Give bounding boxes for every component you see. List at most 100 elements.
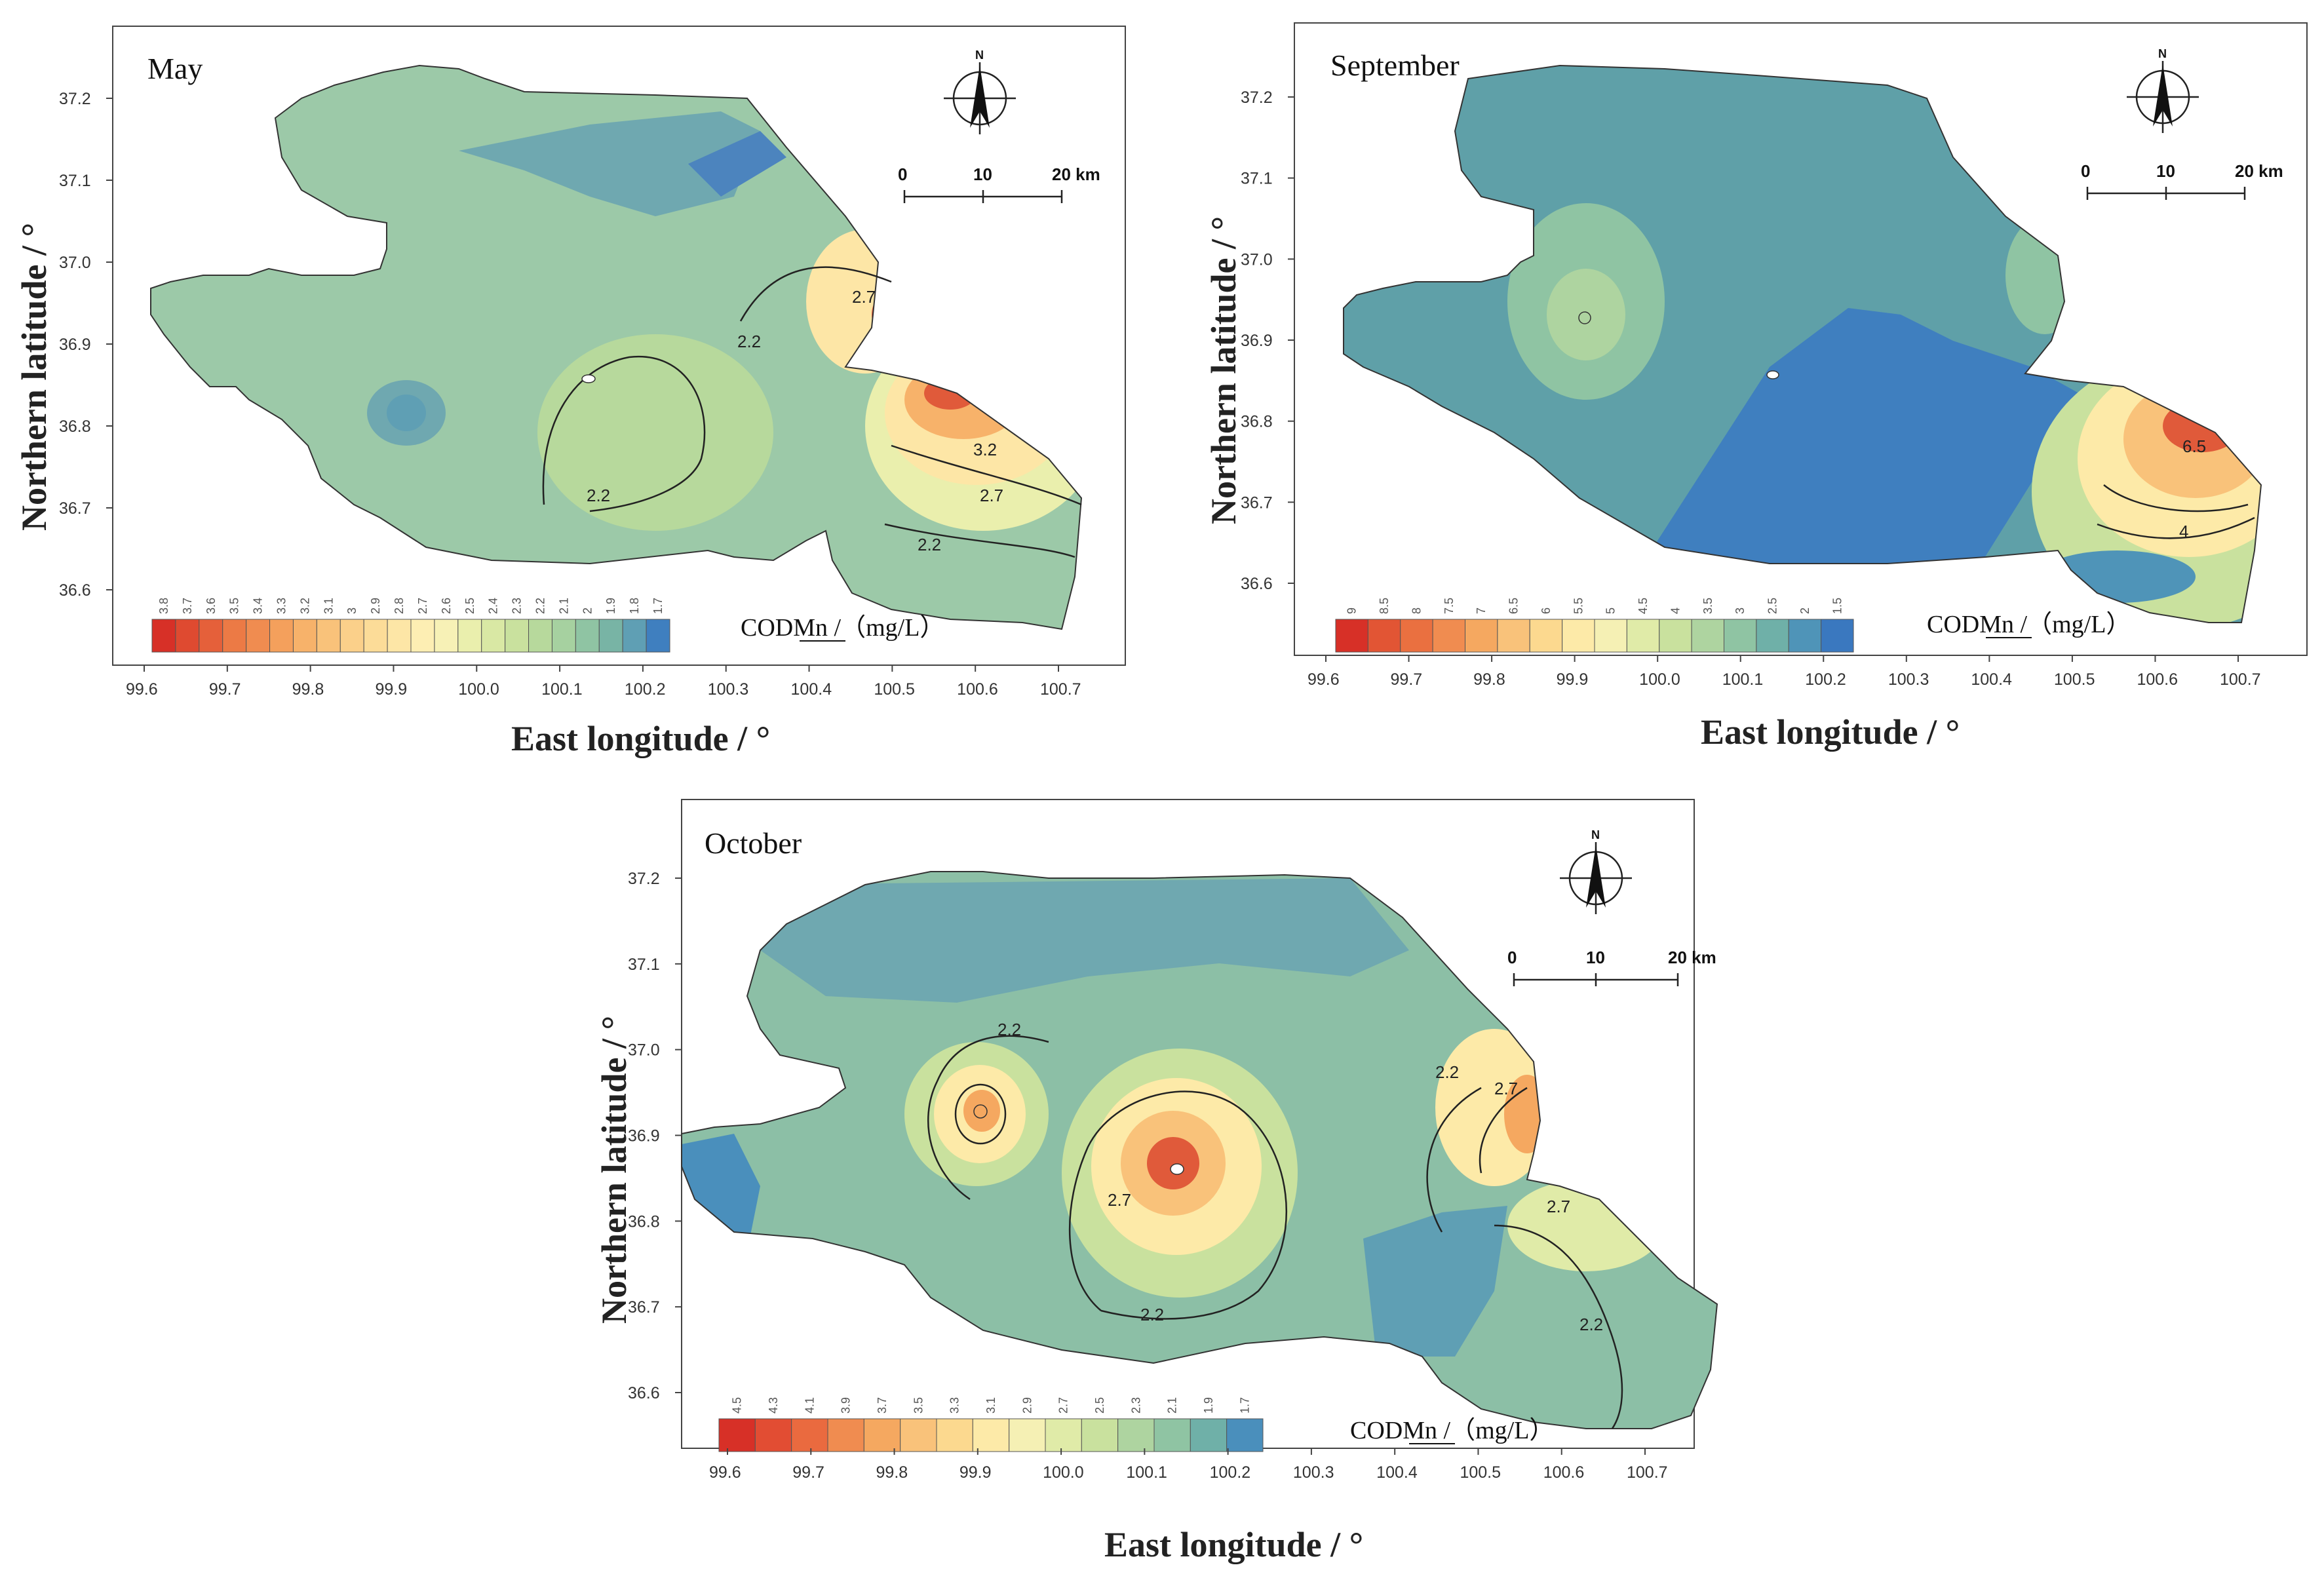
sep-blue-low bbox=[1638, 308, 2091, 577]
legend-value: 2.6 bbox=[440, 598, 453, 614]
legend-value: 1.9 bbox=[604, 598, 617, 614]
x-tick-label: 100.5 bbox=[874, 680, 915, 699]
oct-contour-2.7-ne bbox=[1479, 1087, 1528, 1174]
may-island bbox=[581, 374, 596, 383]
svg-text:20 km: 20 km bbox=[2235, 161, 2283, 181]
oct-contour-label-7: 2.2 bbox=[1579, 1315, 1603, 1334]
y-tick-label: 37.2 bbox=[59, 90, 91, 108]
legend-swatch bbox=[1009, 1418, 1046, 1452]
legend-value: 3.3 bbox=[275, 598, 288, 614]
svg-text:N: N bbox=[1591, 828, 1600, 841]
y-tick-label: 37.2 bbox=[1241, 88, 1273, 107]
may-x-axis-label: East longitude / ° bbox=[511, 719, 770, 758]
legend-value: 3.4 bbox=[252, 598, 265, 614]
legend-swatch bbox=[199, 619, 223, 653]
may-contour-2.2-center bbox=[542, 355, 706, 512]
legend-value: 7.5 bbox=[1443, 598, 1456, 614]
sep-station-ring bbox=[1578, 311, 1591, 324]
oct-contour-2.2-se bbox=[1494, 1224, 1623, 1429]
x-tick-label: 99.7 bbox=[792, 1463, 824, 1482]
legend-swatch bbox=[151, 619, 176, 653]
sep-scale-bar: 0 10 20 km bbox=[2081, 161, 2283, 200]
x-tick-label: 100.2 bbox=[625, 680, 666, 699]
may-north-arrow: N bbox=[944, 48, 1016, 134]
legend-value: 2.5 bbox=[1766, 598, 1779, 614]
legend-swatch bbox=[387, 619, 412, 653]
x-tick-label: 100.5 bbox=[2054, 670, 2095, 689]
legend-value: 3.5 bbox=[912, 1397, 925, 1414]
legend-value: 3.1 bbox=[984, 1397, 997, 1414]
may-contour-2.2-south bbox=[884, 523, 1075, 558]
oct-north-arrow: N bbox=[1560, 828, 1632, 914]
oct-contour-2.2-ne bbox=[1426, 1087, 1482, 1233]
legend-swatch bbox=[175, 619, 200, 653]
may-contour-label-2: 2.2 bbox=[737, 332, 761, 351]
y-tick-label: 36.8 bbox=[1241, 413, 1273, 431]
legend-swatch bbox=[222, 619, 247, 653]
legend-value: 5.5 bbox=[1572, 598, 1585, 614]
legend-swatch bbox=[528, 619, 552, 653]
oct-north-low bbox=[760, 878, 1409, 1003]
y-tick-label: 36.6 bbox=[1241, 575, 1273, 593]
sep-ne-mid bbox=[2005, 216, 2084, 334]
legend-value: 2 bbox=[581, 607, 594, 614]
panel-october: 2.2 2.7 2.2 2.2 2.7 2.7 2.2 October N 0 … bbox=[564, 780, 1783, 1580]
x-tick-label: 100.0 bbox=[458, 680, 499, 699]
oct-island bbox=[1170, 1163, 1184, 1175]
sep-contour-4 bbox=[2097, 516, 2255, 539]
y-tick-label: 36.8 bbox=[628, 1212, 660, 1231]
y-tick-label: 36.6 bbox=[59, 581, 91, 600]
svg-text:0: 0 bbox=[898, 164, 907, 184]
oct-contour-label-2: 2.7 bbox=[1108, 1190, 1131, 1210]
legend-swatch bbox=[1226, 1418, 1264, 1452]
svg-text:N: N bbox=[975, 48, 984, 62]
legend-value: 9 bbox=[1346, 607, 1359, 614]
legend-swatch bbox=[827, 1418, 864, 1452]
x-tick-label: 100.3 bbox=[1888, 670, 1929, 689]
may-legend: 3.8 3.7 3.6 3.5 3.4 3.3 3.2 3.1 3 2.9 2.8 2.7 2.6 2.5… bbox=[151, 598, 670, 653]
sep-y-ticks: 37.2 37.1 37.0 36.9 36.8 36.7 36.6 bbox=[1241, 88, 1294, 593]
x-tick-label: 100.1 bbox=[1126, 1463, 1167, 1482]
legend-swatch bbox=[1529, 619, 1563, 653]
legend-value: 2.3 bbox=[511, 598, 524, 614]
x-tick-label: 100.1 bbox=[541, 680, 583, 699]
y-tick-label: 36.6 bbox=[628, 1384, 660, 1402]
sep-north-arrow: N bbox=[2127, 47, 2199, 133]
sep-west-core bbox=[1547, 269, 1625, 360]
legend-swatch bbox=[1400, 619, 1433, 653]
x-tick-label: 100.0 bbox=[1043, 1463, 1084, 1482]
y-tick-label: 36.9 bbox=[59, 336, 91, 354]
legend-swatch bbox=[481, 619, 506, 653]
sep-x-axis-label: East longitude / ° bbox=[1701, 712, 1960, 752]
oct-west-hot bbox=[963, 1090, 1000, 1132]
x-tick-label: 100.4 bbox=[1376, 1463, 1418, 1482]
x-tick-label: 100.4 bbox=[1971, 670, 2012, 689]
legend-swatch bbox=[598, 619, 623, 653]
svg-text:10: 10 bbox=[2156, 161, 2175, 181]
legend-swatch bbox=[1788, 619, 1822, 653]
svg-text:0: 0 bbox=[2081, 161, 2090, 181]
legend-swatch bbox=[900, 1418, 937, 1452]
oct-se-blue bbox=[1363, 1206, 1507, 1357]
oct-contour-west-inner bbox=[954, 1083, 1007, 1145]
may-north-low bbox=[459, 111, 760, 216]
may-blue-patch bbox=[688, 131, 786, 197]
y-tick-label: 36.9 bbox=[1241, 332, 1273, 350]
map-october-svg: 2.2 2.7 2.2 2.2 2.7 2.7 2.2 October N 0 … bbox=[594, 799, 1718, 1564]
legend-value: 2.7 bbox=[416, 598, 429, 614]
sep-x-ticks: 99.6 99.7 99.8 99.9 100.0 100.1 100.2 100.3 100.… bbox=[1307, 655, 2261, 689]
legend-value: 7 bbox=[1475, 607, 1488, 614]
may-ne-hot bbox=[872, 292, 911, 337]
x-tick-label: 100.3 bbox=[1293, 1463, 1334, 1482]
x-tick-label: 99.8 bbox=[1473, 670, 1505, 689]
legend-swatch bbox=[457, 619, 482, 653]
x-tick-label: 100.0 bbox=[1639, 670, 1680, 689]
legend-swatch bbox=[292, 619, 317, 653]
y-tick-label: 37.0 bbox=[59, 254, 91, 272]
legend-value: 1.8 bbox=[628, 598, 641, 614]
oct-contour-label-3: 2.2 bbox=[1140, 1305, 1164, 1324]
legend-swatch bbox=[505, 619, 530, 653]
may-unit-label: CODMn /（mg/L） bbox=[741, 614, 944, 642]
legend-swatch bbox=[1045, 1418, 1082, 1452]
legend-value: 2.9 bbox=[369, 598, 382, 614]
